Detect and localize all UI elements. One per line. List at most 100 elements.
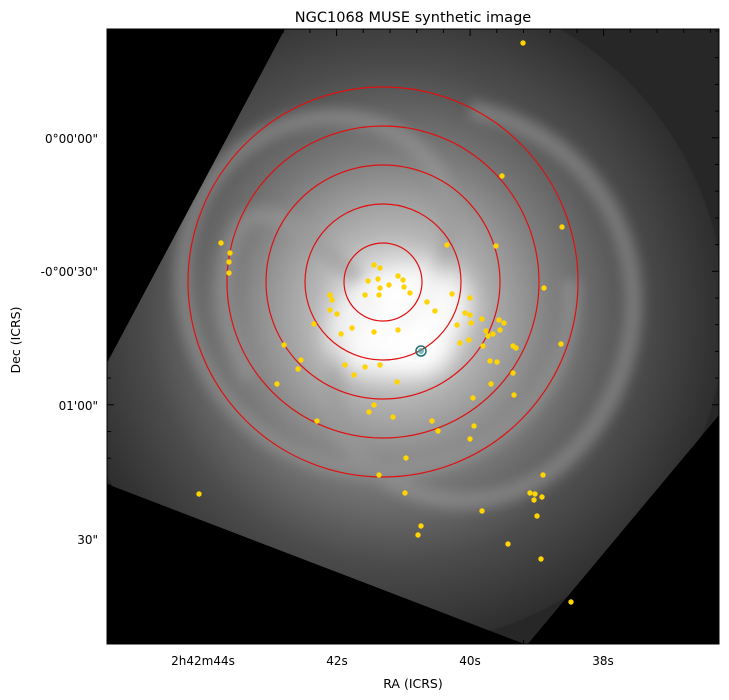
x-tick-label: 42s: [326, 654, 348, 668]
source-marker: [499, 173, 505, 179]
source-marker: [365, 278, 371, 284]
source-marker: [226, 259, 232, 265]
source-marker: [538, 556, 544, 562]
source-marker: [534, 513, 540, 519]
source-marker: [395, 327, 401, 333]
source-marker: [386, 282, 392, 288]
y-axis-label: Dec (ICRS): [8, 307, 23, 374]
source-marker: [494, 359, 500, 365]
source-marker: [401, 284, 407, 290]
source-marker: [457, 340, 463, 346]
source-marker: [424, 299, 430, 305]
source-marker: [295, 366, 301, 372]
aperture-circle: [187, 86, 579, 478]
source-marker: [362, 364, 368, 370]
source-marker: [274, 381, 280, 387]
source-marker: [377, 265, 383, 271]
source-marker: [467, 295, 473, 301]
source-marker: [329, 297, 335, 303]
source-marker: [432, 308, 438, 314]
source-marker: [520, 40, 526, 46]
source-marker: [342, 362, 348, 368]
source-marker: [480, 343, 486, 349]
source-marker: [496, 317, 502, 323]
source-marker: [415, 532, 421, 538]
source-marker: [327, 292, 333, 298]
source-marker: [338, 331, 344, 337]
source-marker: [510, 370, 516, 376]
source-marker: [281, 342, 287, 348]
nucleus-marker: [415, 345, 427, 357]
source-marker: [487, 358, 493, 364]
source-marker: [558, 341, 564, 347]
source-marker: [559, 224, 565, 230]
source-marker: [485, 333, 491, 339]
x-tick-label: 38s: [592, 654, 614, 668]
source-marker: [470, 395, 476, 401]
x-tick-label: 2h42m44s: [171, 654, 235, 668]
y-tick-label: 30": [77, 533, 98, 547]
source-marker: [490, 331, 496, 337]
source-marker: [371, 329, 377, 335]
source-marker: [196, 491, 202, 497]
source-marker: [527, 490, 533, 496]
y-tick-label: 01'00": [59, 399, 98, 413]
source-marker: [351, 372, 357, 378]
source-marker: [311, 321, 317, 327]
source-marker: [467, 436, 473, 442]
aperture-circle: [226, 125, 540, 439]
source-marker: [227, 250, 233, 256]
plot-frame: [106, 28, 720, 645]
source-marker: [539, 494, 545, 500]
source-marker: [429, 418, 435, 424]
source-marker: [435, 428, 441, 434]
source-marker: [531, 497, 537, 503]
aperture-circle: [304, 203, 462, 361]
source-marker: [390, 414, 396, 420]
source-marker: [377, 285, 383, 291]
source-marker: [376, 472, 382, 478]
source-marker: [568, 599, 574, 605]
source-marker: [327, 307, 333, 313]
source-marker: [541, 285, 547, 291]
source-marker: [454, 322, 460, 328]
source-marker: [505, 541, 511, 547]
source-marker: [532, 491, 538, 497]
source-marker: [511, 392, 517, 398]
source-marker: [540, 472, 546, 478]
source-marker: [471, 423, 477, 429]
source-marker: [479, 508, 485, 514]
axis-ticks: [107, 29, 719, 644]
source-marker: [479, 316, 485, 322]
source-markers: [196, 40, 574, 605]
source-marker: [400, 277, 406, 283]
source-marker: [314, 418, 320, 424]
source-marker: [371, 402, 377, 408]
aperture-circle: [265, 164, 501, 400]
source-marker: [226, 270, 232, 276]
source-marker: [349, 325, 355, 331]
source-marker: [371, 262, 377, 268]
chart-title: NGC1068 MUSE synthetic image: [295, 10, 531, 26]
source-marker: [497, 327, 503, 333]
source-marker: [418, 523, 424, 529]
source-marker: [444, 242, 450, 248]
aperture-circle: [343, 242, 423, 322]
x-axis-label: RA (ICRS): [383, 676, 443, 691]
y-tick-label: 0°00'00": [45, 132, 98, 146]
source-marker: [466, 337, 472, 343]
source-marker: [488, 381, 494, 387]
source-marker: [334, 311, 340, 317]
source-marker: [375, 276, 381, 282]
source-marker: [483, 328, 489, 334]
x-tick-label: 40s: [459, 654, 481, 668]
source-marker: [501, 320, 507, 326]
source-marker: [449, 291, 455, 297]
source-marker: [298, 357, 304, 363]
source-marker: [218, 240, 224, 246]
source-marker: [402, 490, 408, 496]
source-marker: [395, 273, 401, 279]
source-marker: [513, 345, 519, 351]
source-marker: [462, 310, 468, 316]
source-marker: [468, 320, 474, 326]
